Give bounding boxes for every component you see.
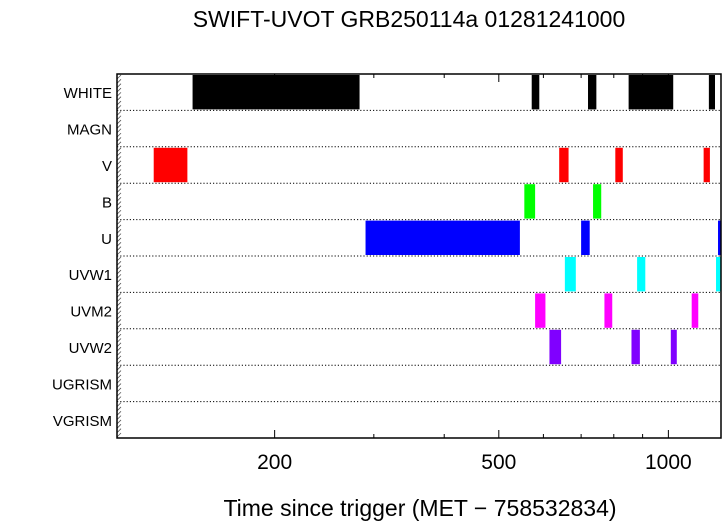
filter-row-ugrism: UGRISM bbox=[52, 365, 721, 403]
filter-row-uvw1: UVW1 bbox=[69, 256, 721, 293]
exposure-bar-v-1 bbox=[153, 147, 188, 183]
exposure-bar-u-1 bbox=[365, 220, 520, 255]
exposure-rows: WHITE MAGN V B U UVW1 UVM2 UVW2 UGRISM VGRISM bbox=[52, 74, 721, 438]
row-label-b: B bbox=[102, 194, 112, 211]
exposure-bar-v-4 bbox=[703, 147, 710, 183]
exposure-bar-b-2 bbox=[593, 184, 602, 219]
row-label-uvw2: UVW2 bbox=[69, 340, 112, 357]
exposure-bar-white-5 bbox=[708, 75, 716, 110]
exposure-bar-uvw2-2 bbox=[631, 329, 640, 365]
x-axis-label: Time since trigger (MET − 758532834) bbox=[223, 495, 616, 521]
row-label-uvw1: UVW1 bbox=[69, 267, 112, 284]
exposure-bar-uvw2-1 bbox=[549, 329, 562, 365]
row-label-v: V bbox=[102, 158, 112, 175]
exposure-bar-white-3 bbox=[588, 75, 597, 110]
plot-frame bbox=[116, 73, 722, 439]
exposure-bar-uvw1-1 bbox=[564, 257, 576, 292]
row-label-ugrism: UGRISM bbox=[52, 376, 112, 393]
exposure-bar-v-3 bbox=[615, 147, 623, 183]
filter-row-uvw2: UVW2 bbox=[69, 329, 721, 366]
row-label-uvm2: UVM2 bbox=[70, 304, 112, 321]
row-label-vgrism: VGRISM bbox=[53, 413, 112, 430]
row-label-u: U bbox=[101, 231, 112, 248]
exposure-bar-white-2 bbox=[531, 75, 540, 110]
filter-row-v: V bbox=[102, 147, 721, 184]
exposure-bar-u-3 bbox=[718, 220, 721, 255]
filter-row-vgrism: VGRISM bbox=[53, 402, 122, 438]
x-axis-ticks: 200 500 1000 bbox=[257, 74, 692, 474]
exposure-bar-uvw1-2 bbox=[637, 257, 646, 292]
row-label-magn: MAGN bbox=[67, 122, 112, 139]
exposure-bar-white-1 bbox=[192, 75, 360, 110]
exposure-bar-uvm2-2 bbox=[604, 293, 613, 328]
filter-row-b: B bbox=[102, 183, 721, 221]
exposure-bar-u-2 bbox=[581, 220, 590, 255]
x-tick-label: 200 bbox=[257, 451, 292, 474]
filter-row-u: U bbox=[101, 220, 721, 257]
exposure-bar-uvm2-1 bbox=[535, 293, 546, 328]
exposure-bar-uvm2-3 bbox=[691, 293, 699, 328]
exposure-bar-uvw2-3 bbox=[670, 329, 677, 365]
x-tick-label: 500 bbox=[481, 451, 516, 474]
exposure-bar-uvw1-3 bbox=[716, 257, 721, 292]
chart-title: SWIFT-UVOT GRB250114a 01281241000 bbox=[193, 6, 626, 32]
exposure-bar-v-2 bbox=[559, 147, 569, 183]
filter-row-magn: MAGN bbox=[67, 111, 721, 148]
row-hatch-marks bbox=[116, 74, 122, 110]
filter-row-uvm2: UVM2 bbox=[70, 293, 721, 330]
row-label-white: WHITE bbox=[64, 85, 112, 102]
exposure-bar-white-4 bbox=[628, 75, 674, 110]
filter-row-white: WHITE bbox=[64, 74, 721, 111]
exposure-bar-b-1 bbox=[524, 184, 536, 219]
x-tick-label: 1000 bbox=[645, 451, 692, 474]
